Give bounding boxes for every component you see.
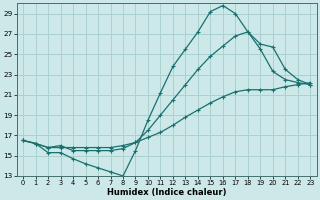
X-axis label: Humidex (Indice chaleur): Humidex (Indice chaleur) [107,188,227,197]
